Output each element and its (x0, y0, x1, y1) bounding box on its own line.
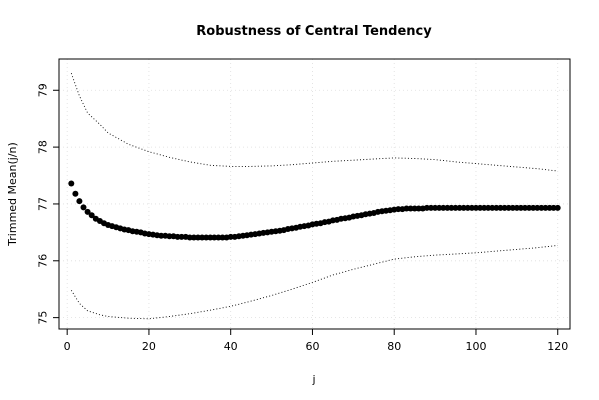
data-point (554, 204, 561, 211)
data-point (68, 180, 75, 187)
y-axis: 75 76 77 78 79 (37, 83, 60, 325)
data-point (415, 205, 422, 212)
data-point (219, 234, 226, 241)
data-point (432, 204, 439, 211)
data-point (211, 234, 218, 241)
data-point (542, 204, 549, 211)
confidence-bands (70, 73, 558, 320)
data-point (538, 204, 545, 211)
plot-frame (58, 58, 571, 330)
data-point (436, 204, 443, 211)
data-point (215, 234, 222, 241)
data-point (473, 204, 479, 211)
x-tick-label: 60 (305, 340, 319, 353)
x-axis: 0 20 40 60 80 100 120 (64, 328, 568, 353)
lower-band-line (70, 244, 558, 320)
chart-title: Robustness of Central Tendency (196, 24, 432, 39)
data-point (190, 234, 197, 241)
x-tick-label: 80 (387, 340, 401, 353)
data-point (526, 204, 533, 211)
data-point (452, 204, 459, 211)
data-point (522, 204, 528, 211)
x-tick-label: 0 (64, 340, 71, 353)
data-point (505, 204, 512, 211)
y-axis-label: Trimmed Mean(j/n) (6, 142, 19, 247)
data-point (509, 204, 516, 211)
data-point (166, 233, 173, 240)
data-points (68, 180, 561, 241)
data-point (468, 204, 475, 211)
data-point (493, 204, 500, 211)
data-point (195, 234, 201, 241)
data-point (72, 190, 79, 197)
data-point (403, 205, 410, 212)
data-point (428, 204, 434, 211)
x-tick-label: 120 (547, 340, 568, 353)
data-point (550, 204, 557, 211)
data-point (80, 204, 87, 211)
data-point (88, 212, 95, 219)
x-axis-label: j (311, 373, 315, 386)
data-point (501, 204, 508, 211)
data-point (407, 205, 414, 212)
y-tick-label: 78 (37, 140, 50, 154)
data-point (497, 204, 504, 211)
data-point (395, 206, 402, 213)
data-point (76, 198, 83, 205)
x-tick-label: 100 (465, 340, 486, 353)
y-tick-label: 79 (37, 83, 50, 97)
data-point (456, 204, 463, 211)
data-point (517, 204, 524, 211)
upper-band-line (70, 73, 558, 172)
x-tick-label: 40 (224, 340, 238, 353)
data-point (186, 234, 193, 241)
data-point (227, 233, 234, 240)
grid (59, 59, 570, 329)
data-point (158, 232, 165, 239)
data-point (84, 208, 91, 215)
data-point (448, 204, 455, 211)
data-point (199, 234, 206, 241)
data-point (464, 204, 471, 211)
y-tick-label: 77 (37, 197, 50, 211)
y-tick-label: 75 (37, 311, 50, 325)
data-point (530, 204, 537, 211)
data-point (534, 204, 541, 211)
data-point (203, 234, 210, 241)
data-point (485, 204, 492, 211)
data-point (477, 204, 484, 211)
data-point (460, 204, 467, 211)
x-tick-label: 20 (142, 340, 156, 353)
data-point (423, 204, 430, 211)
y-tick-label: 76 (37, 254, 50, 268)
data-point (440, 204, 447, 211)
data-point (489, 204, 496, 211)
data-point (178, 233, 185, 240)
